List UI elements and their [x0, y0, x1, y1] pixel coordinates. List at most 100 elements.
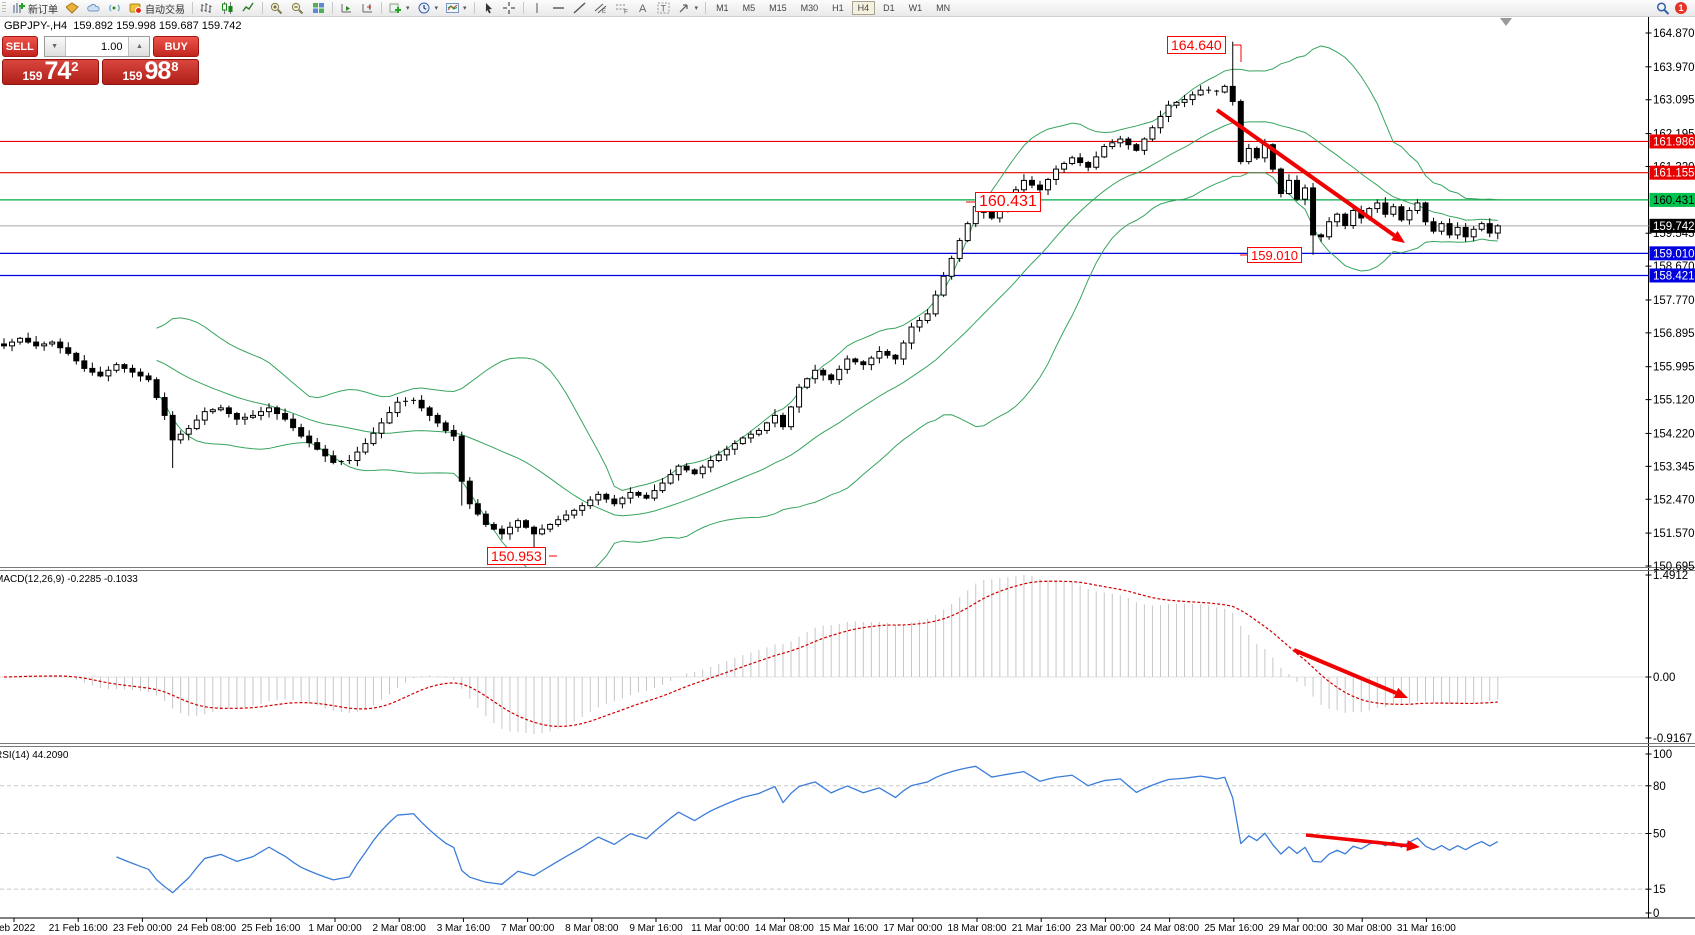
new-order-button[interactable]: 新订单 — [8, 1, 62, 16]
candle — [354, 451, 361, 462]
time-axis-label: 18 Mar 08:00 — [948, 923, 1007, 934]
indicators-button[interactable]: ▾ — [385, 1, 414, 15]
timeframe-button-M15[interactable]: M15 — [769, 3, 787, 13]
candle — [884, 350, 891, 356]
zoom-in-button[interactable] — [266, 1, 287, 15]
fibonacci-tool-button[interactable]: F — [611, 1, 632, 15]
volume-increase-button[interactable]: ▲ — [128, 37, 150, 56]
candle — [161, 397, 168, 416]
buy-button[interactable]: BUY — [153, 36, 199, 57]
line-chart-mode-button[interactable] — [238, 1, 259, 15]
candle — [715, 454, 722, 462]
timeframe-button-MN[interactable]: MN — [936, 3, 951, 13]
timeframe-button-D1[interactable]: D1 — [883, 3, 895, 13]
candle — [394, 401, 401, 414]
fibonacci-icon: F — [615, 2, 628, 14]
timeframe-button-M30[interactable]: M30 — [800, 3, 819, 13]
timeframe-button-M1[interactable]: M1 — [716, 3, 729, 13]
periods-button[interactable]: ▾ — [414, 1, 443, 15]
candle — [1430, 221, 1437, 232]
volume-value[interactable]: 1.00 — [101, 40, 123, 53]
candle — [73, 352, 80, 362]
rsi-axis-label: 50 — [1653, 829, 1666, 841]
time-axis-label: 24 Mar 08:00 — [1140, 923, 1199, 934]
trendline-tool-button[interactable] — [569, 1, 590, 15]
candle — [964, 223, 971, 242]
timeframe-button-W1[interactable]: W1 — [908, 3, 923, 13]
candlestick-icon — [221, 2, 234, 14]
volume-decrease-button[interactable]: ▼ — [44, 37, 66, 56]
candle — [988, 211, 995, 219]
macd-axis-label: -0.9167 — [1653, 733, 1692, 745]
cloud-button[interactable] — [83, 1, 104, 15]
candle — [1189, 94, 1196, 101]
time-axis-label: 29 Mar 00:00 — [1269, 923, 1328, 934]
new-order-label: 新订单 — [28, 4, 58, 16]
auto-trading-button[interactable]: 自动交易 — [125, 1, 189, 16]
candle — [1269, 144, 1276, 170]
timeframe-button-M5[interactable]: M5 — [742, 3, 756, 13]
templates-caret-icon: ▾ — [463, 5, 467, 12]
arrows-tool-button[interactable]: ▾ — [674, 1, 703, 15]
channel-tool-button[interactable]: E — [590, 1, 611, 15]
price-annotation[interactable]: 159.010 — [1247, 247, 1302, 263]
toolbar-grip[interactable] — [2, 2, 6, 14]
market-button[interactable] — [62, 1, 83, 15]
crosshair-tool-button[interactable] — [499, 1, 520, 15]
label-tool-button[interactable]: T — [653, 1, 674, 15]
candlestick-mode-button[interactable] — [217, 1, 238, 15]
buy-price-box[interactable]: 159 98 8 — [102, 59, 199, 85]
sell-button[interactable]: SELL — [2, 36, 38, 57]
candle — [378, 422, 385, 434]
candle — [804, 378, 811, 388]
cursor-icon — [482, 2, 495, 14]
auto-scroll-icon — [340, 2, 353, 14]
rsi-line — [116, 765, 1499, 894]
rsi-axis-label: 80 — [1653, 781, 1666, 793]
main-toolbar: 新订单 自动交易 ▾ ▾ ▾ E F A T ▾ — [0, 0, 1695, 17]
zoom-out-button[interactable] — [287, 1, 308, 15]
rsi-axis-label: 0 — [1653, 908, 1659, 920]
candle — [828, 374, 835, 381]
candle — [1077, 157, 1084, 164]
signals-button[interactable] — [104, 1, 125, 15]
search-icon[interactable] — [1656, 1, 1669, 15]
candle — [1293, 179, 1300, 200]
candle — [940, 275, 947, 296]
candle — [482, 513, 489, 525]
sell-price-prefix: 159 — [22, 69, 43, 83]
candle — [627, 491, 634, 499]
price-tag — [1649, 218, 1695, 233]
price-annotation[interactable]: 150.953 — [487, 547, 546, 565]
text-tool-button[interactable]: A — [632, 1, 653, 15]
price-annotation[interactable]: 160.431 — [975, 192, 1041, 212]
price-tick-label: 163.095 — [1653, 95, 1695, 107]
cursor-tool-button[interactable] — [478, 1, 499, 15]
candle — [675, 465, 682, 476]
templates-button[interactable]: ▾ — [442, 1, 471, 15]
candle — [137, 371, 144, 377]
vertical-line-tool-button[interactable] — [527, 1, 548, 15]
candle — [426, 407, 433, 416]
horizontal-line-tool-button[interactable] — [548, 1, 569, 15]
candle — [1237, 100, 1244, 163]
bar-chart-mode-button[interactable] — [196, 1, 217, 15]
crosshair-icon — [502, 2, 516, 14]
candle — [916, 319, 923, 328]
timeframe-button-H1[interactable]: H1 — [832, 3, 844, 13]
notification-badge[interactable]: 1 — [1675, 2, 1687, 14]
tile-windows-button[interactable] — [308, 1, 329, 15]
time-axis-label: Feb 2022 — [0, 923, 36, 934]
candle — [1470, 228, 1477, 238]
candle — [81, 360, 88, 369]
price-tick-label: 150.695 — [1653, 561, 1695, 573]
auto-scroll-button[interactable] — [336, 1, 357, 15]
price-annotation[interactable]: 164.640 — [1167, 36, 1226, 54]
candle — [1165, 104, 1172, 117]
candle — [1342, 213, 1349, 227]
timeframe-button-H4[interactable]: H4 — [851, 1, 876, 15]
candle — [603, 493, 610, 500]
chart-shift-button[interactable] — [357, 1, 378, 15]
sell-price-box[interactable]: 159 74 2 — [2, 59, 99, 85]
